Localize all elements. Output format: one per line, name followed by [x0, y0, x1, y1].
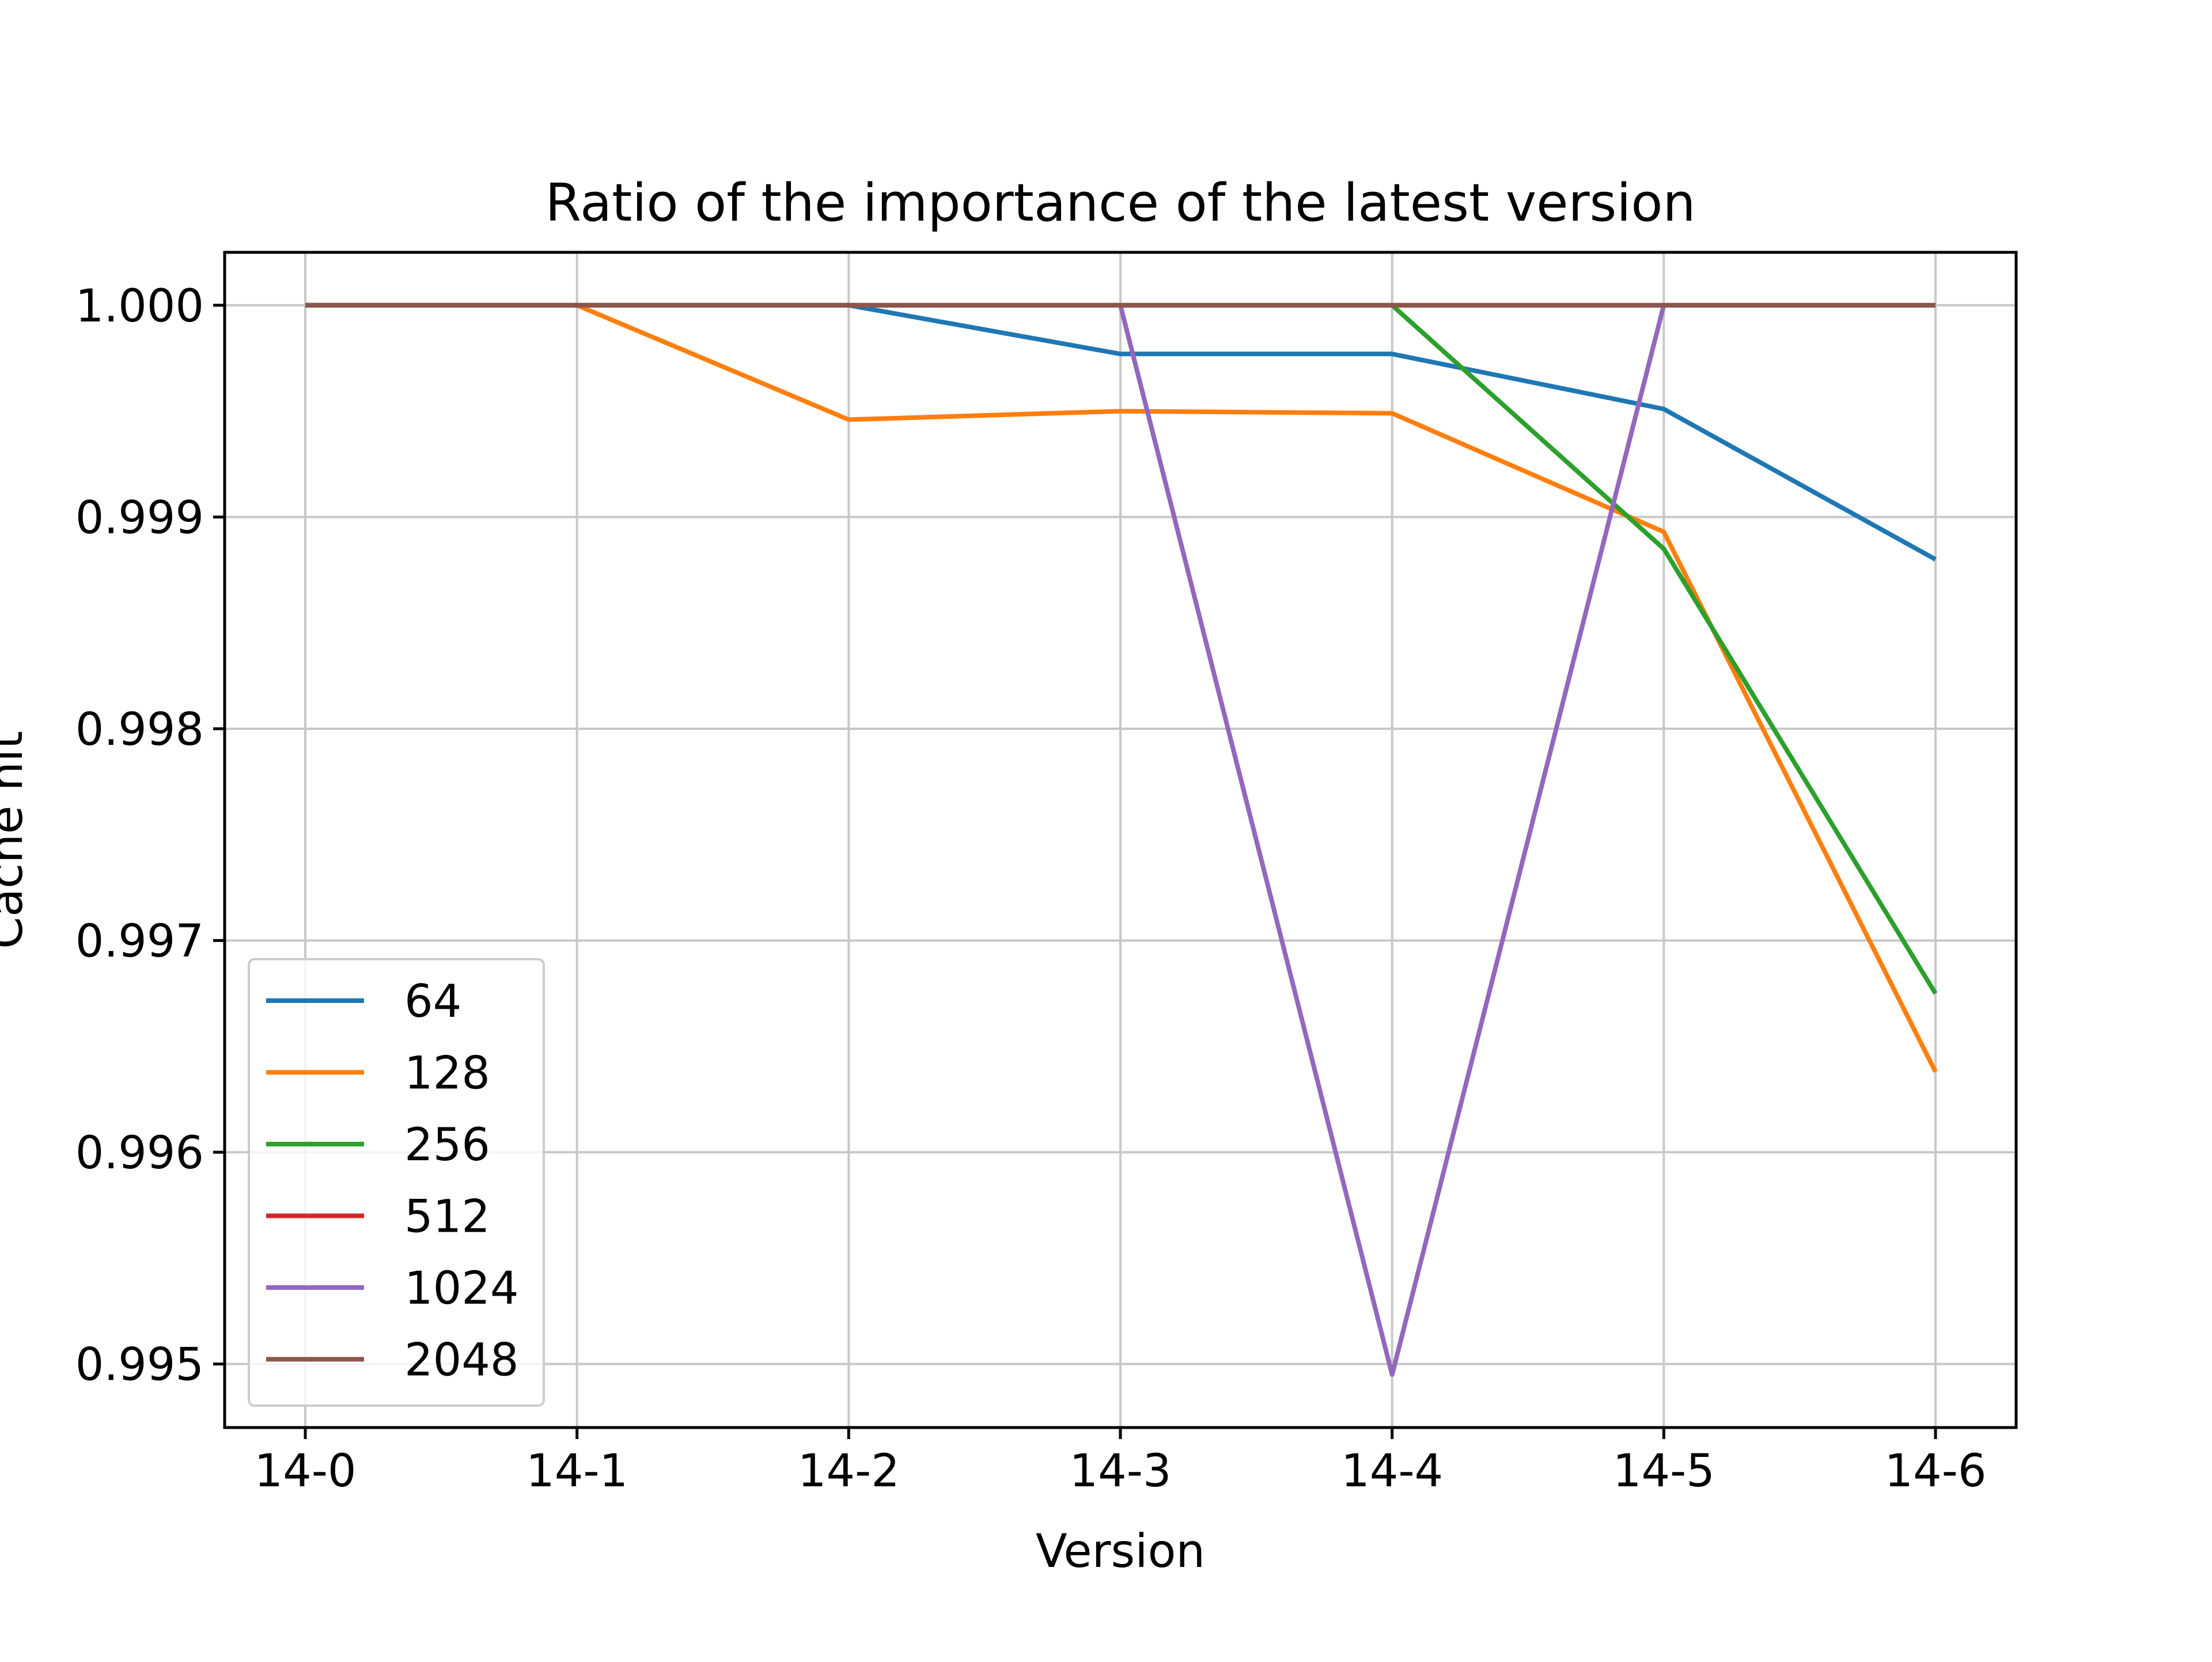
- y-tick-label: 0.999: [75, 492, 204, 544]
- axis-ticks: 14-0 14-1 14-2 14-3 14-4 14-5 14-6 0.995 0.996 0.…: [75, 281, 1987, 1497]
- x-tick-label: 14-6: [1884, 1445, 1986, 1497]
- x-tick-label: 14-2: [798, 1445, 900, 1497]
- legend-label: 1024: [404, 1263, 519, 1315]
- legend-label: 256: [404, 1119, 490, 1171]
- y-tick-label: 1.000: [75, 281, 204, 332]
- x-tick-label: 14-3: [1069, 1445, 1171, 1497]
- y-tick-label: 0.997: [75, 916, 204, 968]
- series-lines: [305, 302, 1938, 1377]
- y-axis-label: Cache hit: [0, 731, 33, 949]
- y-tick-label: 0.996: [75, 1127, 204, 1179]
- y-tick-label: 0.998: [75, 704, 204, 756]
- x-tick-label: 14-4: [1341, 1445, 1443, 1497]
- x-tick-label: 14-0: [254, 1445, 356, 1497]
- legend-label: 512: [404, 1191, 490, 1243]
- x-tick-label: 14-5: [1613, 1445, 1715, 1497]
- legend: 64 128 256 512 1024 2048: [248, 958, 545, 1407]
- x-axis-label: Version: [1036, 1524, 1205, 1578]
- legend-label: 64: [404, 976, 461, 1028]
- x-tick-label: 14-1: [526, 1445, 628, 1497]
- legend-label: 2048: [404, 1335, 519, 1387]
- y-tick-label: 0.995: [75, 1339, 204, 1391]
- legend-label: 128: [404, 1048, 490, 1100]
- chart-title: Ratio of the importance of the latest ve…: [545, 173, 1695, 233]
